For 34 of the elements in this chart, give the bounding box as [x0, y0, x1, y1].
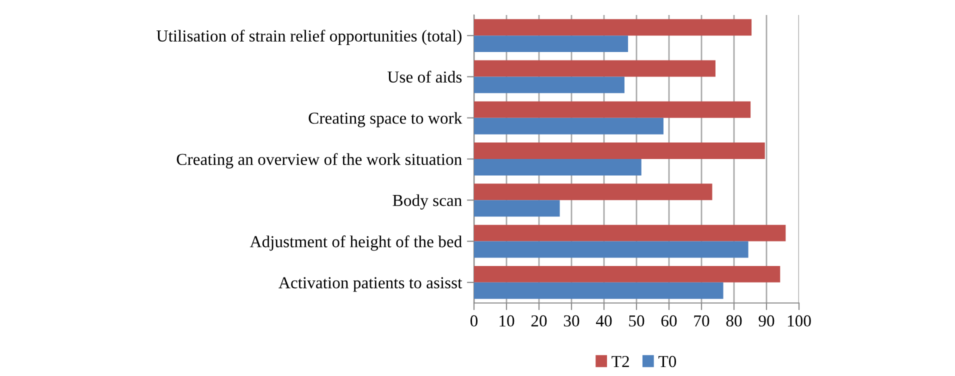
bar [474, 142, 765, 159]
bar [474, 184, 712, 200]
x-tick-label: 30 [564, 315, 580, 327]
bar [474, 266, 780, 282]
y-tick-label: Body scan [392, 194, 462, 210]
bar [474, 60, 716, 77]
bar [474, 200, 560, 217]
bar [474, 76, 624, 94]
x-tick-label: 60 [661, 315, 677, 327]
bar [474, 282, 724, 299]
y-tick-label: Activation patients to asisst [278, 277, 462, 292]
x-tick-label: 10 [500, 315, 514, 327]
y-tick-label: Adjustment of height of the bed [250, 235, 462, 251]
x-tick-label: 100 [788, 315, 811, 327]
x-tick-label: 40 [596, 315, 612, 327]
y-tick-label: Use of aids [388, 70, 462, 83]
legend-label: T0 [658, 356, 676, 368]
bar [474, 19, 752, 36]
x-tick-label: 70 [694, 315, 710, 327]
x-tick-label: 0 [470, 315, 478, 327]
legend-label: T2 [612, 356, 629, 368]
bar [474, 118, 664, 134]
bar [474, 101, 751, 118]
bar [474, 159, 642, 176]
x-tick-label: 80 [726, 315, 742, 327]
bar [474, 241, 748, 258]
y-tick-label: Utilisation of strain relief opportunities (total) [156, 30, 462, 45]
y-tick-label: Creating an overview of the work situation [176, 153, 462, 168]
y-tick-label: Creating space to work [308, 112, 462, 128]
bar [474, 36, 628, 52]
x-tick-label: 20 [531, 315, 547, 327]
x-tick-label: 50 [629, 315, 644, 327]
bar [474, 224, 786, 242]
x-tick-label: 90 [758, 315, 774, 327]
